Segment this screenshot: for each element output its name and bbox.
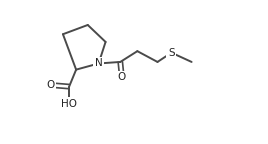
Text: N: N bbox=[95, 58, 102, 69]
Text: O: O bbox=[118, 72, 126, 82]
Text: O: O bbox=[46, 80, 55, 90]
Text: S: S bbox=[168, 48, 175, 58]
Text: HO: HO bbox=[61, 98, 77, 109]
